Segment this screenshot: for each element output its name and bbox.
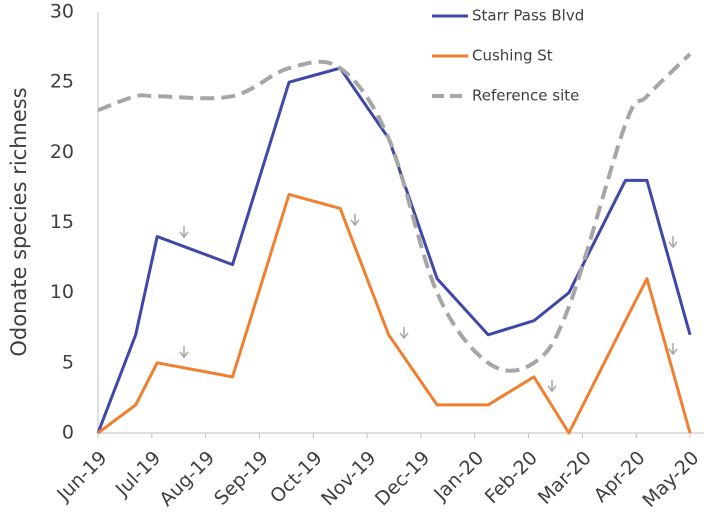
x-tick-label: Feb-20 [481, 447, 542, 508]
legend-label: Starr Pass Blvd [472, 7, 584, 25]
x-tick-label: May-20 [638, 447, 703, 512]
legend-label: Cushing St [472, 47, 553, 65]
x-tick-label: Jan-20 [429, 447, 488, 506]
x-tick-label: Mar-20 [534, 447, 596, 509]
y-tick-label: 10 [50, 281, 74, 303]
y-tick-label: 20 [50, 141, 74, 163]
series-line [97, 192, 692, 435]
y-tick-label: 5 [62, 351, 74, 373]
x-tick-label: Sep-19 [210, 447, 273, 510]
x-tick-label: Aug-19 [155, 447, 219, 511]
y-tick-label: 25 [50, 71, 74, 93]
y-tick-label: 0 [62, 422, 74, 444]
x-tick-label: Nov-19 [317, 447, 380, 510]
y-axis-label: Odonate species richness [7, 87, 31, 356]
y-tick-label: 15 [50, 211, 74, 233]
x-tick-label: Jun-19 [52, 447, 111, 506]
y-tick-label: 30 [50, 1, 74, 23]
series-line [97, 52, 692, 373]
legend-label: Reference site [472, 87, 579, 105]
series-line [96, 66, 692, 434]
x-tick-label: Dec-19 [371, 447, 435, 511]
x-tick-label: Oct-19 [266, 447, 327, 508]
annotation-arrows [179, 214, 678, 393]
